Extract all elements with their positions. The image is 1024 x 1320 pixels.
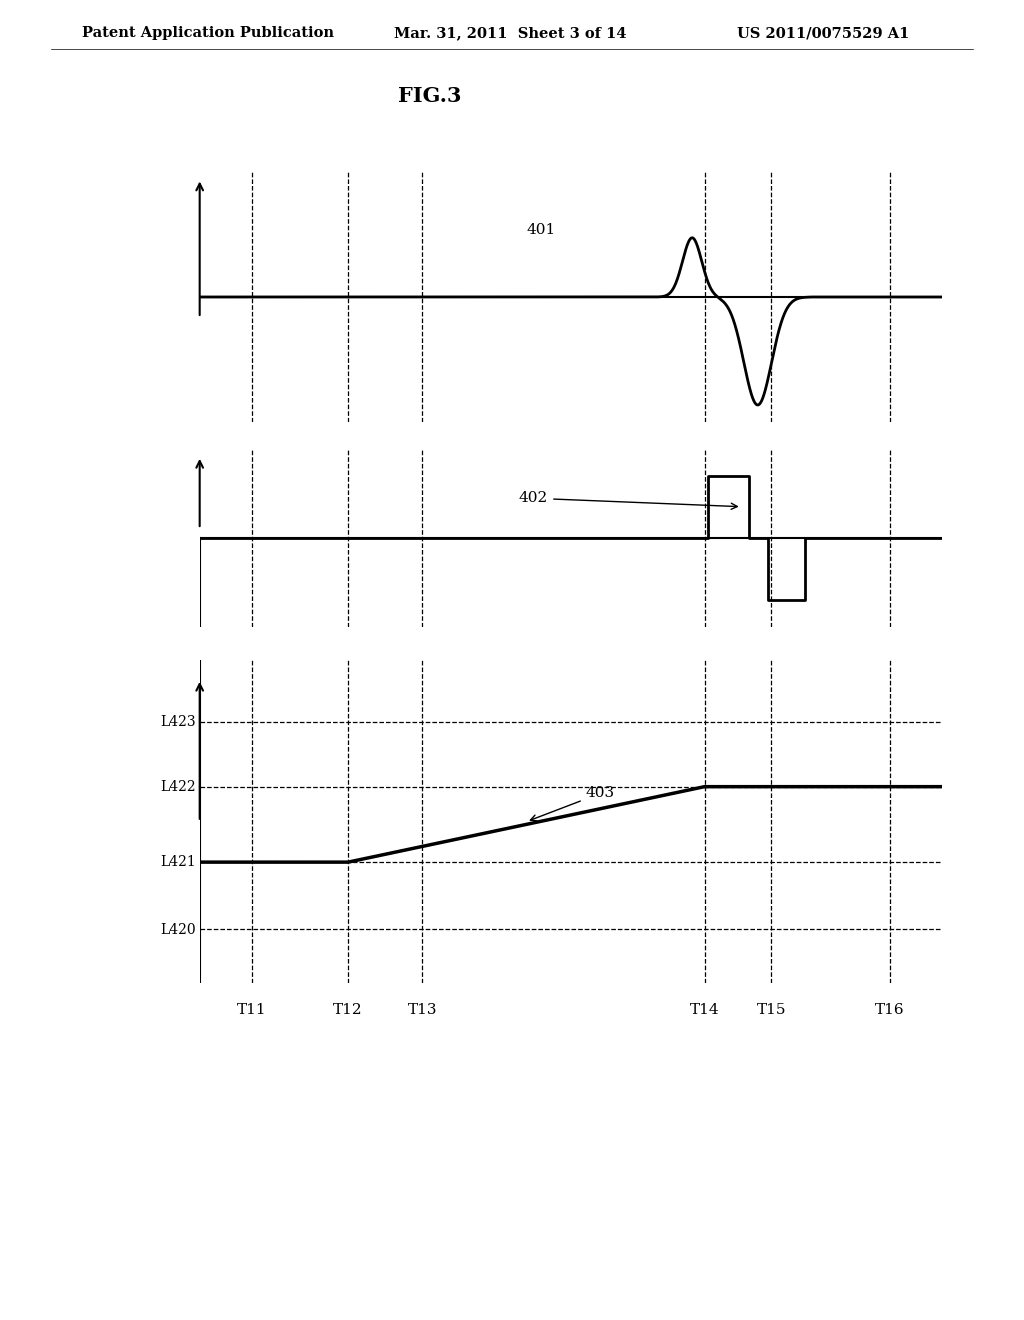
Text: T14: T14 [690,1003,719,1018]
Text: T13: T13 [408,1003,437,1018]
Text: 402: 402 [519,491,737,510]
Text: T11: T11 [237,1003,266,1018]
Text: T16: T16 [876,1003,905,1018]
Text: Patent Application Publication: Patent Application Publication [82,26,334,41]
Text: Mar. 31, 2011  Sheet 3 of 14: Mar. 31, 2011 Sheet 3 of 14 [394,26,627,41]
Text: FIG.3: FIG.3 [398,86,462,106]
Text: L420: L420 [161,923,196,936]
Text: L423: L423 [161,715,196,729]
Text: 401: 401 [526,223,556,238]
Text: L422: L422 [161,780,196,793]
Text: T15: T15 [757,1003,786,1018]
Text: US 2011/0075529 A1: US 2011/0075529 A1 [737,26,909,41]
Text: 403: 403 [530,787,614,821]
Text: L421: L421 [160,855,196,869]
Text: T12: T12 [334,1003,362,1018]
